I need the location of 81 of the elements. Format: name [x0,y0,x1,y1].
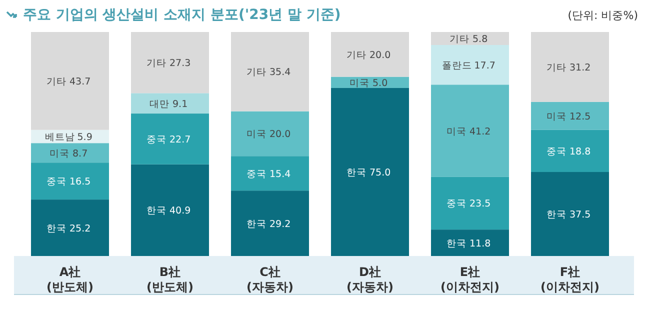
data-label: 35.4 [270,67,291,78]
series-label: 중국 [246,168,266,180]
bar [531,130,609,172]
chart-title: 주요 기업의 생산설비 소재지 분포('23년 말 기준) [23,6,341,24]
text: 중국 [146,134,166,146]
data-label: 5.9 [77,132,92,143]
text: 기타 [146,58,166,70]
data-label: 20.0 [270,129,291,140]
bar [231,156,309,191]
data-label: 40.9 [170,206,191,217]
data-label: 37.5 [570,210,591,220]
text: 미국 [546,111,566,122]
data-label: 41.2 [470,126,491,138]
data-label: 20.0 [370,50,391,61]
series-label: 미국 [350,78,370,89]
text: 기타 [546,62,566,74]
bar [431,44,509,85]
text: 미국 [246,129,266,140]
data-label: 15.4 [270,168,291,180]
chart-subtitle: (단위: 비중%) [568,8,638,23]
bar [331,32,409,77]
text: 기타 [346,50,366,61]
series-label: 폴란드 [442,60,472,72]
bar [131,32,209,94]
x-tick-label: D社 (자동차) [346,265,394,294]
bar [231,190,309,256]
text: 중국 [546,146,566,158]
bar [431,84,509,177]
text: 기타 [46,76,66,88]
text: 한국 [346,168,366,178]
data-label: 9.1 [172,98,188,110]
data-label: 43.7 [70,76,91,88]
data-label: 16.5 [70,176,91,188]
data-label: 12.5 [570,111,591,122]
text: 한국 [246,218,266,230]
data-label: 25.2 [70,223,91,234]
text: 미국 [50,148,70,160]
bar [331,88,409,256]
data-label: 5.8 [472,34,488,45]
data-label: 11.8 [470,238,491,250]
series-label: 베트남 [44,132,75,143]
data-label: 22.7 [170,134,191,146]
data-label: 17.7 [474,60,496,72]
bar [31,32,109,130]
x-tick-label: C社 (자동차) [246,265,294,294]
bar [31,200,109,256]
text: 중국 [46,176,66,188]
text: 한국 [146,206,166,217]
data-label: 8.7 [72,148,88,160]
series-label: 대만 [150,98,170,110]
bar [31,162,109,200]
bar [431,230,509,256]
bar [531,32,609,102]
text: 중국 [446,198,466,210]
bar [31,143,109,163]
data-label: 29.2 [270,218,291,230]
bar [431,32,509,45]
data-label: 18.8 [570,146,591,158]
bar [131,114,209,164]
x-tick-label: A社 (반도체) [46,265,94,294]
x-tick-label: F社 (이차전지) [540,265,600,294]
bar [531,172,609,256]
data-label: 23.5 [470,198,491,210]
series-label: 한국 [446,238,466,250]
bar [531,102,609,130]
x-tick-label: B社 (반도체) [146,265,194,294]
text: 한국 [546,210,566,220]
bar [431,176,509,230]
bar [231,32,309,112]
text: 기타 [246,67,266,78]
data-label: 31.2 [570,62,591,74]
series-label: 기타 [450,34,470,45]
bar [131,93,209,114]
bar [231,111,309,156]
data-label: 75.0 [370,168,391,178]
text: 한국 [46,223,66,234]
data-label: 5.0 [372,78,388,89]
x-tick-label: E社 (이차전지) [440,265,500,294]
data-label: 27.3 [170,58,191,70]
text: 미국 [446,126,466,138]
bar [131,164,209,256]
